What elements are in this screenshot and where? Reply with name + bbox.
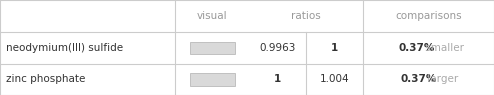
Text: 1: 1 (274, 74, 282, 84)
Text: zinc phosphate: zinc phosphate (6, 74, 85, 84)
Text: 0.37%: 0.37% (401, 74, 437, 84)
Text: larger: larger (424, 74, 458, 84)
Text: 0.37%: 0.37% (398, 43, 435, 53)
Text: ratios: ratios (291, 11, 321, 21)
Text: 1: 1 (331, 43, 338, 53)
Text: visual: visual (197, 11, 228, 21)
Bar (190, 42, 235, 54)
Text: 1.004: 1.004 (320, 74, 349, 84)
Text: neodymium(III) sulfide: neodymium(III) sulfide (6, 43, 123, 53)
Text: smaller: smaller (421, 43, 463, 53)
Text: comparisons: comparisons (395, 11, 462, 21)
Bar (190, 73, 235, 86)
Text: 0.9963: 0.9963 (260, 43, 296, 53)
